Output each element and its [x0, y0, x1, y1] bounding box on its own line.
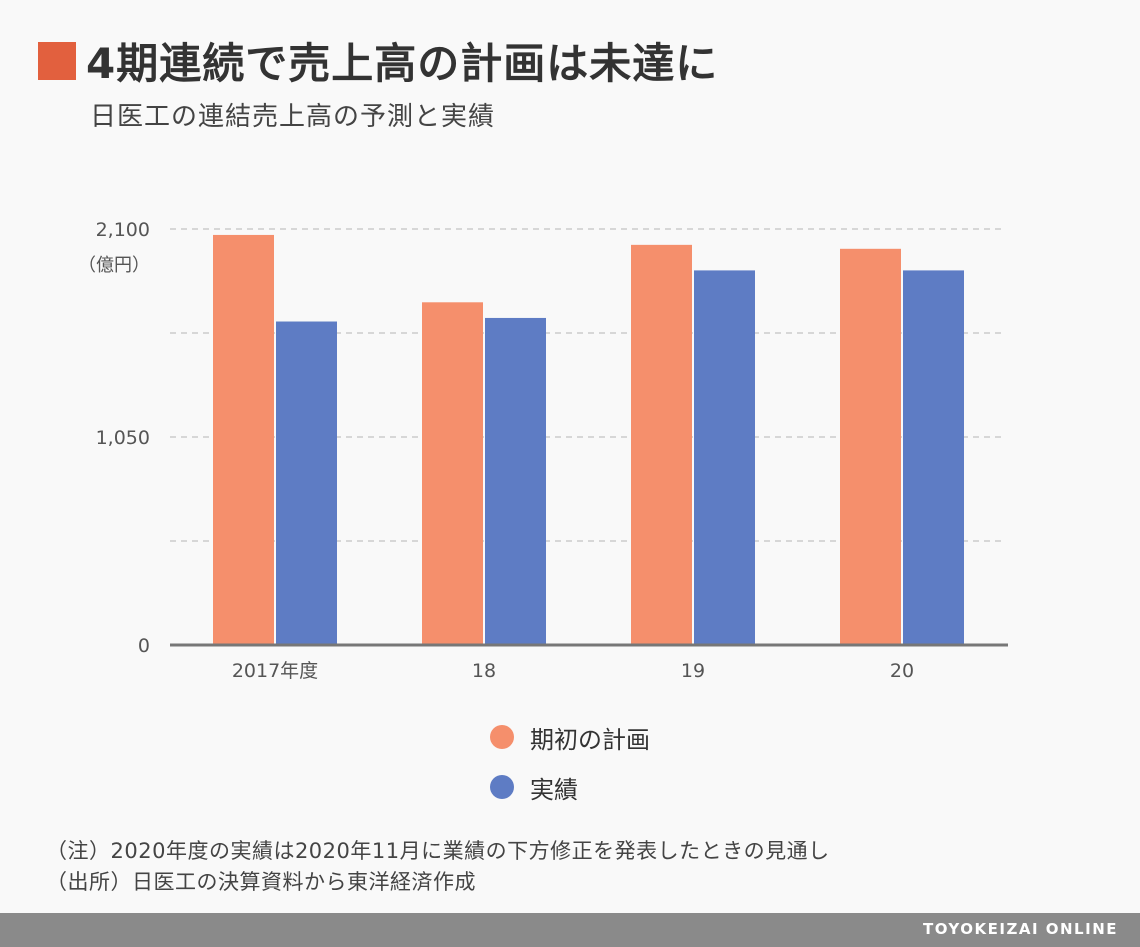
source-line: （出所）日医工の決算資料から東洋経済作成	[46, 870, 476, 894]
legend-swatch-actual	[490, 775, 514, 799]
title-marker	[38, 41, 76, 80]
legend-swatch-plan	[490, 725, 514, 749]
note-line: （注）2020年度の実績は2020年11月に業績の下方修正を発表したときの見通し	[46, 839, 830, 863]
footer-brand: TOYOKEIZAI ONLINE	[922, 920, 1118, 938]
x-tick-label: 19	[681, 660, 705, 682]
bar-plan	[422, 302, 483, 645]
y-tick-label: 2,100	[96, 219, 150, 241]
bar-actual	[903, 270, 964, 645]
y-tick-label: 0	[138, 635, 150, 657]
legend-label-actual: 実績	[530, 775, 578, 804]
notes: （注）2020年度の実績は2020年11月に業績の下方修正を発表したときの見通し…	[46, 836, 830, 898]
bar-plan	[840, 248, 901, 646]
bar-actual	[694, 270, 755, 645]
x-tick-label: 18	[472, 660, 496, 682]
bar-actual	[276, 321, 337, 645]
chart-subtitle: 日医工の連結売上高の予測と実績	[90, 102, 496, 132]
legend-item-plan: 期初の計画	[490, 712, 650, 762]
x-tick-label: 20	[890, 660, 914, 682]
chart-title: 4期連続で売上高の計画は未達に	[86, 39, 719, 88]
legend-item-actual: 実績	[490, 762, 650, 812]
legend-label-plan: 期初の計画	[530, 725, 650, 754]
bar-plan	[631, 244, 692, 645]
legend: 期初の計画 実績	[490, 712, 650, 812]
footer-bar: TOYOKEIZAI ONLINE	[0, 913, 1140, 947]
bar-plan	[213, 234, 274, 645]
x-tick-label: 2017年度	[232, 660, 318, 682]
y-unit-label: （億円）	[78, 255, 150, 276]
title-row: 4期連続で売上高の計画は未達に	[38, 30, 718, 91]
y-tick-label: 1,050	[96, 427, 150, 449]
bar-actual	[485, 317, 546, 645]
